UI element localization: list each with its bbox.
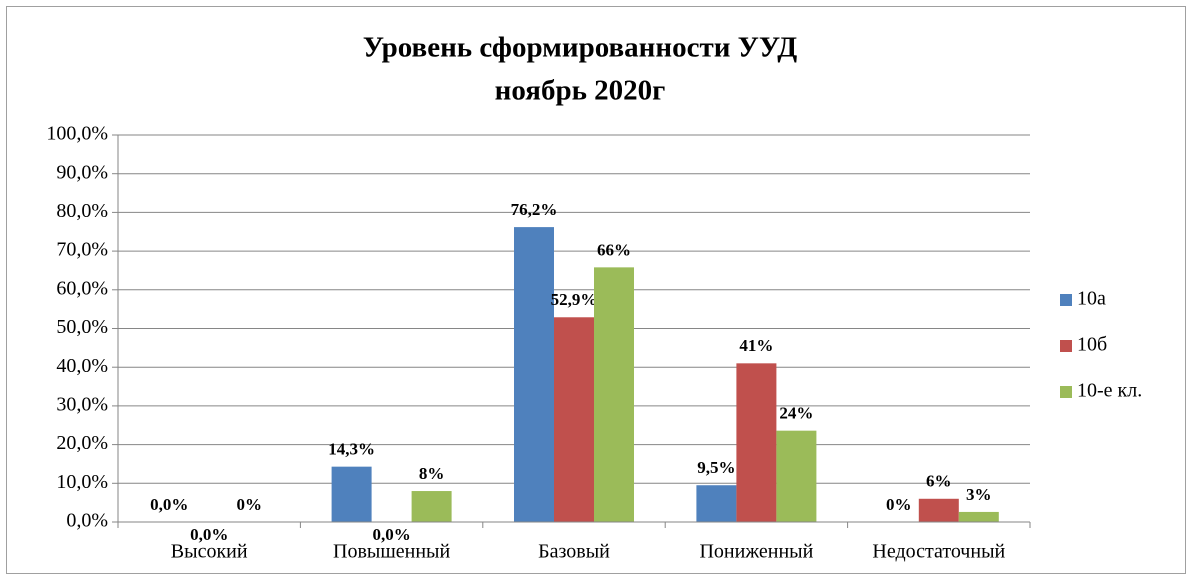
x-tick-label: Повышенный <box>333 541 450 563</box>
value-label: 0% <box>886 495 912 514</box>
y-tick-label: 90,0% <box>56 161 108 183</box>
legend-swatch <box>1060 386 1072 398</box>
bar <box>331 466 372 522</box>
value-label: 0,0% <box>372 525 410 544</box>
chart-subtitle: ноябрь 2020г <box>495 75 666 107</box>
value-label: 14,3% <box>328 440 375 459</box>
y-tick-label: 0,0% <box>66 510 108 532</box>
bar <box>411 491 452 522</box>
bar <box>776 430 817 522</box>
y-tick-label: 70,0% <box>56 239 108 261</box>
value-label: 0% <box>236 495 262 514</box>
legend-swatch <box>1060 340 1072 352</box>
bar <box>594 267 634 522</box>
y-tick-label: 60,0% <box>56 277 108 299</box>
value-label: 0,0% <box>190 525 228 544</box>
bar <box>918 498 959 522</box>
value-label: 41% <box>739 336 773 355</box>
legend-swatch <box>1060 294 1072 306</box>
y-tick-label: 80,0% <box>56 200 108 222</box>
value-label: 8% <box>419 464 445 483</box>
x-tick-label: Высокий <box>171 541 248 563</box>
x-tick-label: Пониженный <box>699 541 813 563</box>
value-label: 66% <box>597 240 631 259</box>
value-label: 24% <box>779 404 813 423</box>
y-tick-label: 20,0% <box>56 432 108 454</box>
bar <box>736 363 777 522</box>
y-tick-label: 10,0% <box>56 471 108 493</box>
legend-label: 10-е кл. <box>1077 380 1142 402</box>
y-tick-label: 30,0% <box>56 393 108 415</box>
legend-label: 10а <box>1077 288 1106 310</box>
bar <box>514 227 554 522</box>
value-label: 6% <box>926 472 952 491</box>
bar <box>696 485 737 522</box>
y-tick-label: 100,0% <box>46 123 108 145</box>
value-label: 3% <box>966 485 992 504</box>
legend-label: 10б <box>1077 334 1107 356</box>
bar <box>554 317 594 522</box>
bar <box>958 511 999 522</box>
value-label: 0,0% <box>150 495 188 514</box>
value-label: 9,5% <box>697 458 735 477</box>
value-label: 52,9% <box>551 290 598 309</box>
chart-title: Уровень сформированности УУД <box>363 32 798 64</box>
y-tick-label: 40,0% <box>56 355 108 377</box>
y-tick-label: 50,0% <box>56 316 108 338</box>
value-label: 76,2% <box>511 200 558 219</box>
x-tick-label: Базовый <box>538 541 610 563</box>
x-tick-label: Недостаточный <box>872 541 1005 563</box>
